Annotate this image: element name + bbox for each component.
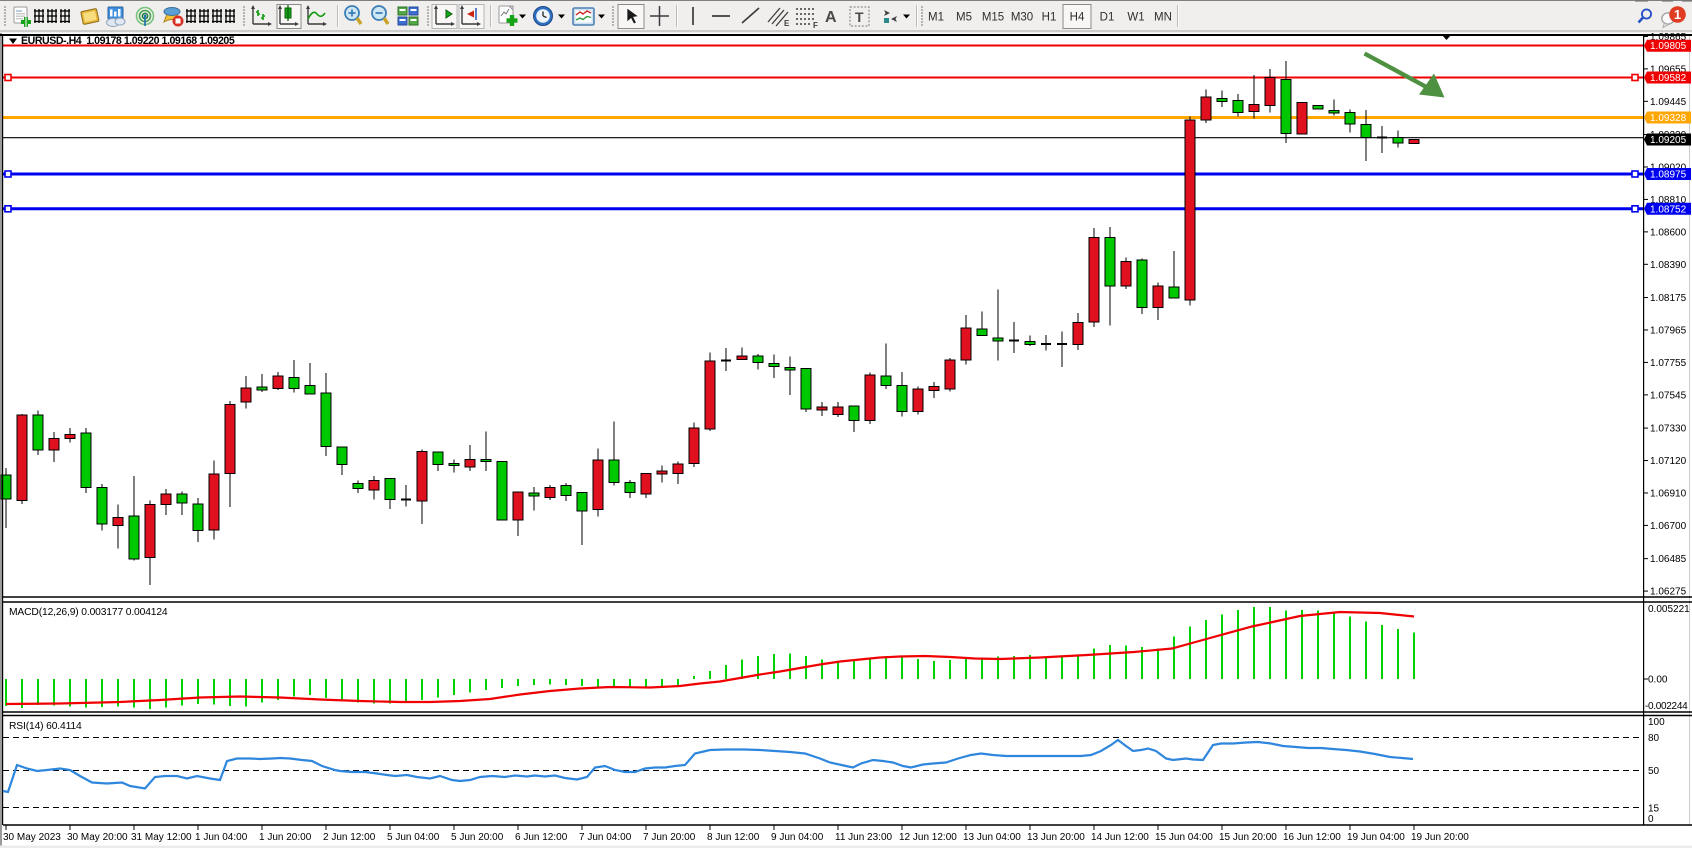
svg-text:1.09582: 1.09582: [1650, 73, 1687, 84]
svg-text:100: 100: [1648, 717, 1665, 728]
svg-text:1.08600: 1.08600: [1650, 227, 1687, 238]
svg-text:1.07755: 1.07755: [1650, 358, 1687, 369]
svg-text:13 Jun 04:00: 13 Jun 04:00: [963, 832, 1021, 843]
svg-text:7 Jun 04:00: 7 Jun 04:00: [579, 832, 632, 843]
svg-text:1.06485: 1.06485: [1650, 554, 1687, 565]
svg-text:H1: H1: [1042, 12, 1057, 24]
svg-text:1.06700: 1.06700: [1650, 521, 1687, 532]
svg-text:M30: M30: [1011, 12, 1033, 24]
svg-text:1.07545: 1.07545: [1650, 390, 1687, 401]
svg-text:EURUSD-.H4 1.09178 1.09220 1.: EURUSD-.H4 1.09178 1.09220 1.09168 1.092…: [21, 35, 235, 47]
svg-text:8 Jun 12:00: 8 Jun 12:00: [707, 832, 760, 843]
svg-text:14 Jun 12:00: 14 Jun 12:00: [1091, 832, 1149, 843]
svg-text:MN: MN: [1154, 12, 1172, 24]
svg-text:31 May 12:00: 31 May 12:00: [131, 832, 192, 843]
svg-text:0.00: 0.00: [1648, 675, 1668, 686]
svg-text:1.09205: 1.09205: [1650, 135, 1687, 146]
svg-text:12 Jun 12:00: 12 Jun 12:00: [899, 832, 957, 843]
svg-text:7 Jun 20:00: 7 Jun 20:00: [643, 832, 696, 843]
svg-text:1: 1: [1674, 7, 1681, 22]
svg-text:A: A: [825, 9, 837, 26]
svg-text:1.07120: 1.07120: [1650, 456, 1687, 467]
svg-text:1.08810: 1.08810: [1650, 195, 1687, 206]
svg-text:19 Jun 20:00: 19 Jun 20:00: [1411, 832, 1469, 843]
svg-text:5 Jun 20:00: 5 Jun 20:00: [451, 832, 504, 843]
svg-text:2 Jun 12:00: 2 Jun 12:00: [323, 832, 376, 843]
svg-text:F: F: [813, 21, 818, 30]
svg-text:1.07965: 1.07965: [1650, 325, 1687, 336]
svg-text:13 Jun 20:00: 13 Jun 20:00: [1027, 832, 1085, 843]
svg-text:30 May 2023: 30 May 2023: [3, 832, 61, 843]
svg-text:1.07330: 1.07330: [1650, 424, 1687, 435]
svg-text:H4: H4: [1070, 12, 1085, 24]
svg-text:T: T: [855, 9, 864, 25]
svg-text:D1: D1: [1100, 12, 1115, 24]
svg-text:15 Jun 20:00: 15 Jun 20:00: [1219, 832, 1277, 843]
svg-text:15 Jun 04:00: 15 Jun 04:00: [1155, 832, 1213, 843]
svg-text:1 Jun 20:00: 1 Jun 20:00: [259, 832, 312, 843]
svg-text:16 Jun 12:00: 16 Jun 12:00: [1283, 832, 1341, 843]
svg-text:30 May 20:00: 30 May 20:00: [67, 832, 128, 843]
svg-text:-0.002244: -0.002244: [1645, 701, 1688, 712]
svg-text:1.06910: 1.06910: [1650, 488, 1687, 499]
svg-text:0.005221: 0.005221: [1648, 604, 1690, 615]
svg-text:MACD(12,26,9) 0.003177 0.00412: MACD(12,26,9) 0.003177 0.004124: [9, 607, 168, 618]
svg-text:0: 0: [1648, 814, 1654, 825]
svg-text:19 Jun 04:00: 19 Jun 04:00: [1347, 832, 1405, 843]
svg-text:80: 80: [1648, 733, 1660, 744]
svg-text:W1: W1: [1127, 12, 1144, 24]
svg-text:1.09445: 1.09445: [1650, 97, 1687, 108]
svg-text:1 Jun 04:00: 1 Jun 04:00: [195, 832, 248, 843]
svg-text:1.06275: 1.06275: [1650, 587, 1687, 598]
svg-text:1.08390: 1.08390: [1650, 260, 1687, 271]
svg-text:1.09328: 1.09328: [1650, 113, 1687, 124]
svg-text:50: 50: [1648, 766, 1660, 777]
svg-text:11 Jun 23:00: 11 Jun 23:00: [835, 832, 893, 843]
svg-text:6 Jun 12:00: 6 Jun 12:00: [515, 832, 568, 843]
svg-text:9 Jun 04:00: 9 Jun 04:00: [771, 832, 824, 843]
svg-text:E: E: [784, 19, 790, 28]
svg-text:RSI(14) 60.4114: RSI(14) 60.4114: [9, 721, 82, 732]
svg-text:1.08752: 1.08752: [1650, 204, 1687, 215]
svg-text:1.09020: 1.09020: [1650, 162, 1687, 173]
svg-text:1.08975: 1.08975: [1650, 170, 1687, 181]
svg-text:M15: M15: [982, 12, 1004, 24]
svg-text:M5: M5: [956, 12, 972, 24]
svg-text:5 Jun 04:00: 5 Jun 04:00: [387, 832, 440, 843]
svg-text:1.08175: 1.08175: [1650, 293, 1687, 304]
svg-text:1.09805: 1.09805: [1650, 41, 1687, 52]
svg-text:15: 15: [1648, 804, 1660, 815]
svg-text:1.09655: 1.09655: [1650, 64, 1687, 75]
svg-text:1.09865: 1.09865: [1650, 33, 1687, 43]
svg-text:M1: M1: [928, 12, 944, 24]
